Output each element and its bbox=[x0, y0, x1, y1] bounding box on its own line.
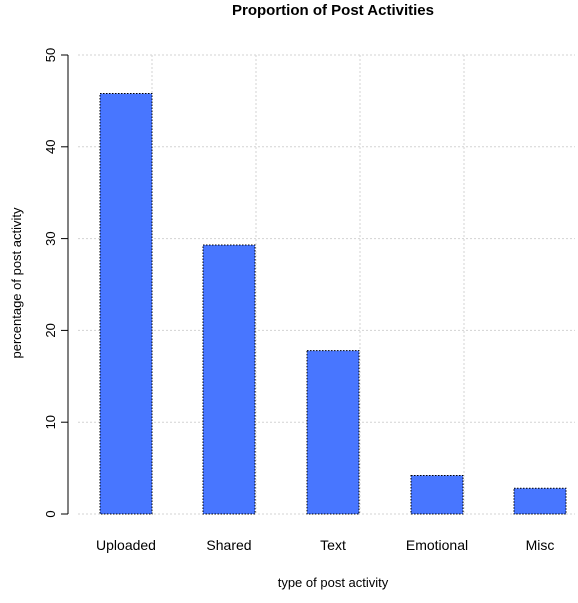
x-tick-label-uploaded: Uploaded bbox=[96, 537, 156, 553]
y-tick-label: 40 bbox=[43, 140, 58, 154]
y-tick-label: 0 bbox=[43, 510, 58, 517]
bar-uploaded bbox=[99, 93, 153, 515]
bar-shared bbox=[202, 244, 256, 515]
y-axis: 0 10 20 30 40 50 bbox=[43, 48, 69, 518]
x-axis-label: type of post activity bbox=[278, 575, 389, 590]
x-tick-label-misc: Misc bbox=[526, 537, 555, 553]
x-axis-tick-labels: Uploaded Shared Text Emotional Misc bbox=[96, 537, 554, 553]
y-tick-label: 20 bbox=[43, 323, 58, 337]
bar-misc bbox=[513, 487, 567, 515]
y-tick-label: 30 bbox=[43, 231, 58, 245]
x-tick-label-text: Text bbox=[320, 537, 346, 553]
y-tick-label: 50 bbox=[43, 48, 58, 62]
x-tick-label-emotional: Emotional bbox=[406, 537, 468, 553]
y-axis-label: percentage of post activity bbox=[9, 207, 24, 359]
bars bbox=[99, 93, 567, 515]
bar-text bbox=[306, 350, 360, 515]
chart-title: Proportion of Post Activities bbox=[232, 2, 434, 19]
bar-emotional bbox=[410, 474, 464, 515]
x-tick-label-shared: Shared bbox=[206, 537, 251, 553]
y-tick-label: 10 bbox=[43, 415, 58, 429]
